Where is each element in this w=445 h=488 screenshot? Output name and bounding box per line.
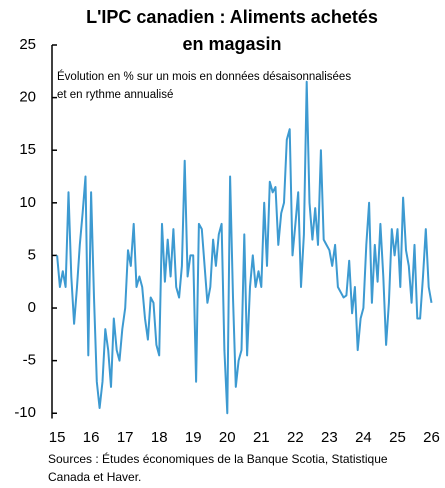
source: Sources : Études économiques de la Banqu… [48,451,388,466]
x-tick-label: 21 [253,429,270,446]
x-tick-label: 23 [321,429,338,446]
x-tick-label: 19 [185,429,202,446]
x-tick-label: 20 [219,429,236,446]
y-tick-label: -10 [14,404,36,421]
y-tick-label: 5 [28,246,36,263]
y-tick-label: 10 [19,194,36,211]
x-tick-label: 17 [117,429,134,446]
y-tick-label: 15 [19,141,36,158]
x-tick-label: 18 [151,429,168,446]
x-tick-label: 25 [389,429,406,446]
x-tick-label: 16 [83,429,100,446]
data-line [56,80,433,415]
x-tick-label: 26 [423,429,440,446]
x-tick-label: 15 [49,429,66,446]
y-tick-label: -5 [23,352,36,369]
x-tick-label: 22 [287,429,304,446]
chart-title: en magasin [182,34,281,54]
subtitle: et en rythme annualisé [57,89,173,101]
y-tick-label: 0 [28,299,36,316]
chart-title: L'IPC canadien : Aliments achetés [86,7,378,27]
subtitle: Évolution en % sur un mois en données dé… [57,70,351,83]
source: Canada et Haver. [48,470,141,484]
y-tick-label: 20 [19,89,36,106]
y-tick-label: 25 [19,36,36,53]
x-tick-label: 24 [355,429,372,446]
